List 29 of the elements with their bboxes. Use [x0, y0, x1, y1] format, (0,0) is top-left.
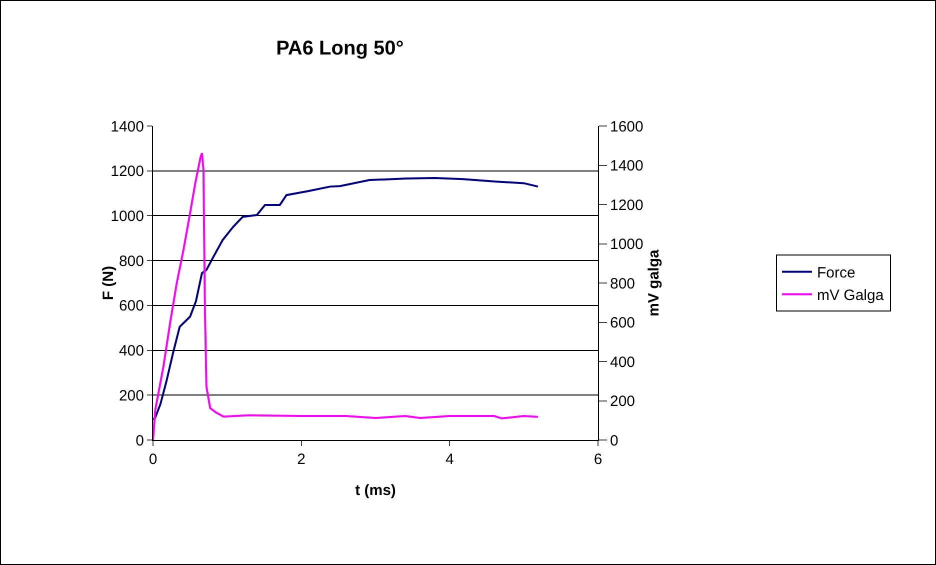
x-tick-label: 0 — [148, 451, 158, 468]
y2-tick-label: 1000 — [610, 236, 644, 253]
x-tick-label: 6 — [594, 451, 602, 468]
y-tick-label: 1400 — [110, 118, 144, 136]
y-tick-label: 400 — [118, 342, 144, 360]
y-tick-label: 200 — [118, 387, 144, 404]
y2-tick-label: 200 — [610, 393, 636, 410]
legend-label: mV Galga — [817, 287, 884, 304]
y2-tick-label: 1400 — [610, 158, 644, 174]
y-axis-title: F (N) — [100, 266, 117, 300]
chart-title: PA6 Long 50° — [276, 37, 404, 60]
y-tick-label: 800 — [118, 252, 144, 270]
x-axis-title: t (ms) — [355, 482, 396, 499]
y-tick-label: 1200 — [110, 163, 144, 180]
y2-tick-label: 800 — [610, 275, 636, 292]
y-tick-label: 600 — [118, 298, 144, 315]
y-tick-label: 1000 — [110, 208, 144, 225]
y2-tick-label: 1200 — [610, 196, 644, 214]
y-tick-label: 0 — [136, 432, 144, 450]
x-tick-label: 4 — [446, 451, 454, 468]
y2-tick-label: 0 — [610, 432, 618, 450]
y2-tick-label: 1600 — [610, 118, 644, 136]
y2-tick-label: 400 — [610, 354, 636, 371]
x-tick-label: 2 — [297, 451, 306, 468]
y2-tick-label: 600 — [610, 314, 636, 332]
y2-axis-title: mV galga — [645, 249, 662, 316]
legend-label: Force — [817, 264, 856, 282]
line-series — [153, 177, 539, 421]
line-series — [153, 152, 539, 440]
